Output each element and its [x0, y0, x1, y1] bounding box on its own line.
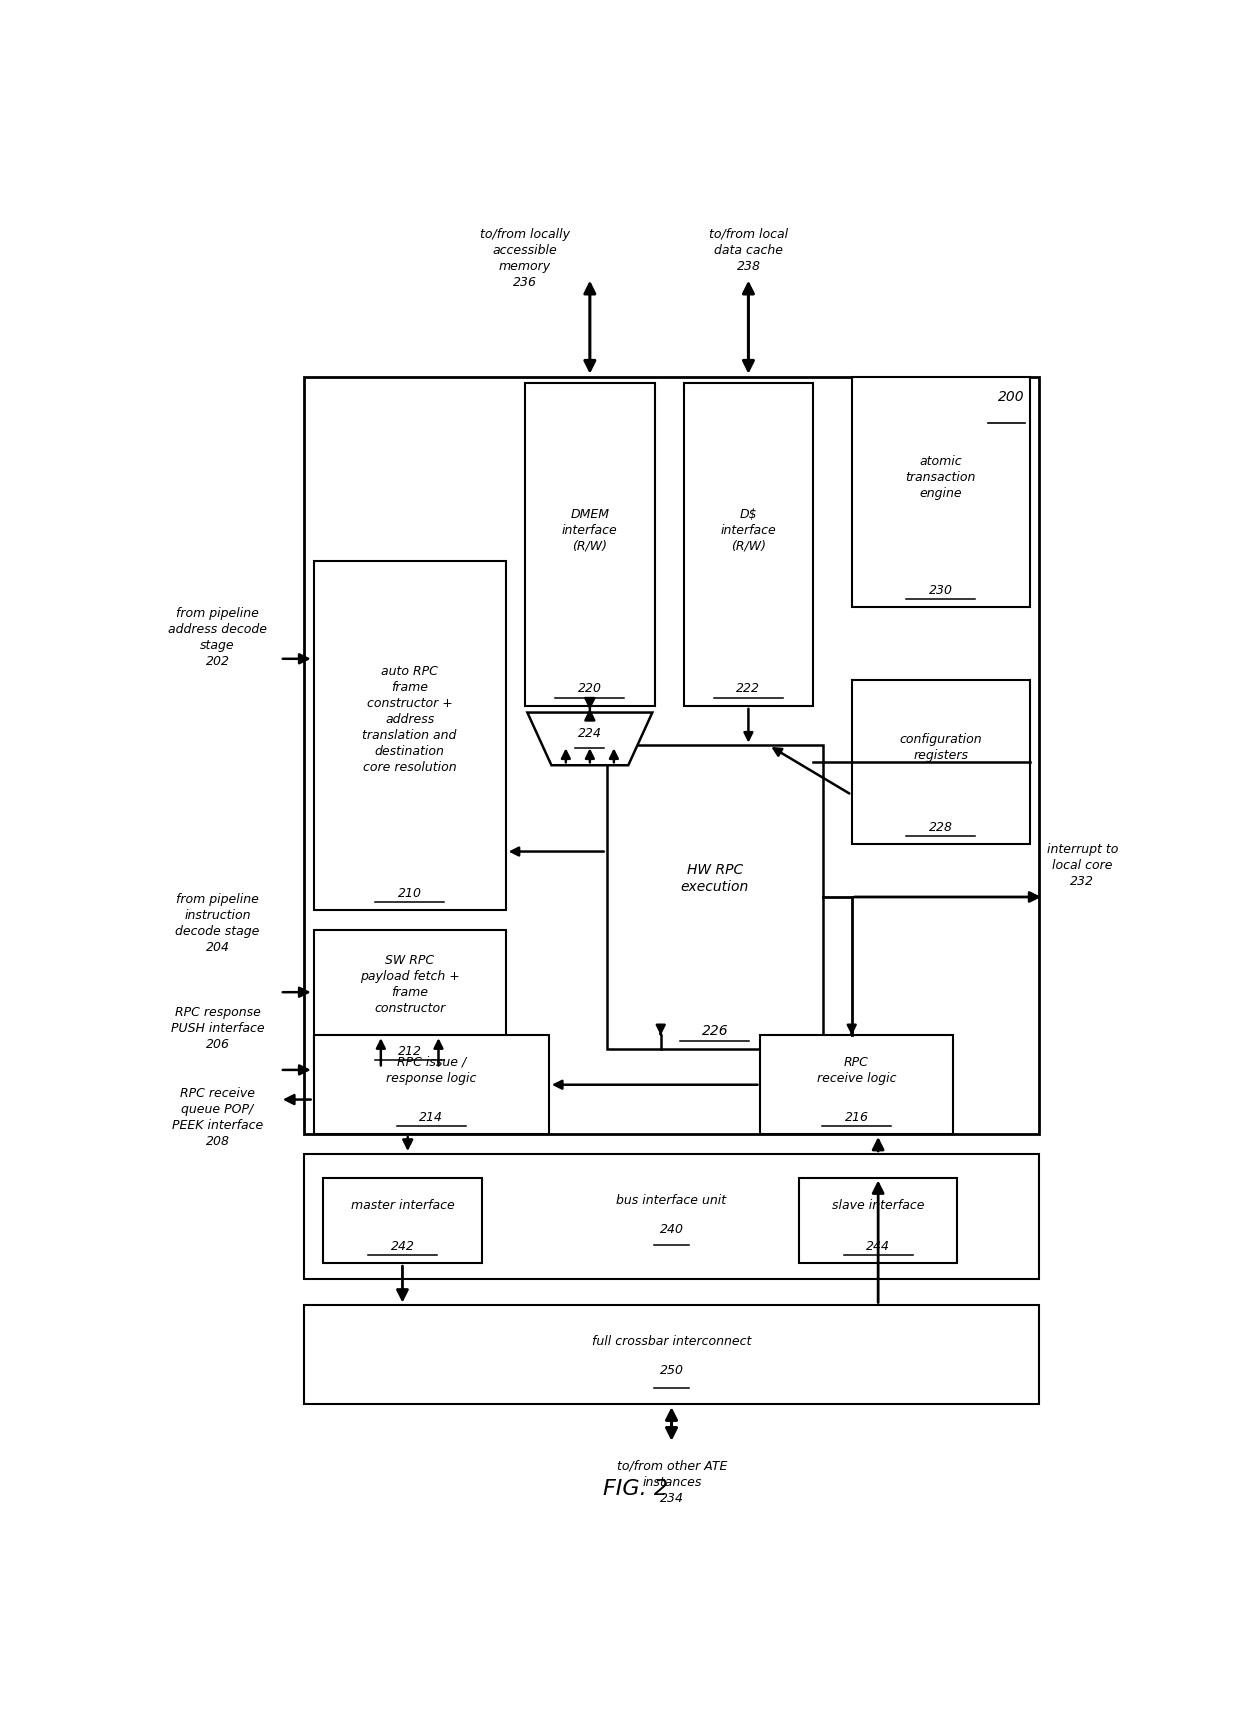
Text: auto RPC
frame
constructor +
address
translation and
destination
core resolution: auto RPC frame constructor + address tra… — [362, 664, 456, 773]
Text: 220: 220 — [578, 683, 601, 695]
Text: RPC receive
queue POP/
PEEK interface
208: RPC receive queue POP/ PEEK interface 20… — [172, 1086, 263, 1148]
Bar — [304, 1153, 1039, 1280]
Bar — [852, 679, 1029, 844]
Bar — [760, 1035, 952, 1134]
Text: RPC response
PUSH interface
206: RPC response PUSH interface 206 — [171, 1006, 264, 1051]
Text: 242: 242 — [391, 1240, 414, 1252]
Bar — [304, 376, 1039, 1134]
Text: bus interface unit: bus interface unit — [616, 1194, 727, 1208]
Text: 228: 228 — [929, 821, 952, 833]
Bar — [606, 746, 823, 1049]
Text: slave interface: slave interface — [832, 1199, 924, 1213]
Text: 212: 212 — [398, 1045, 422, 1057]
Bar — [799, 1177, 957, 1263]
Bar — [304, 1305, 1039, 1405]
Text: DMEM
interface
(R/W): DMEM interface (R/W) — [562, 508, 618, 553]
Text: full crossbar interconnect: full crossbar interconnect — [591, 1335, 751, 1348]
Text: to/from locally
accessible
memory
236: to/from locally accessible memory 236 — [480, 228, 570, 289]
Text: interrupt to
local core
232: interrupt to local core 232 — [1047, 844, 1118, 888]
Text: 210: 210 — [398, 886, 422, 900]
Text: 222: 222 — [737, 683, 760, 695]
Text: from pipeline
instruction
decode stage
204: from pipeline instruction decode stage 2… — [175, 893, 259, 953]
Text: RPC
receive logic: RPC receive logic — [817, 1056, 897, 1085]
Text: RPC issue /
response logic: RPC issue / response logic — [386, 1056, 476, 1085]
Text: 240: 240 — [660, 1223, 683, 1235]
Bar — [314, 561, 506, 910]
Bar — [324, 1177, 481, 1263]
Text: 200: 200 — [998, 390, 1024, 404]
Text: FIG. 2: FIG. 2 — [603, 1478, 668, 1499]
Text: 244: 244 — [867, 1240, 890, 1252]
Text: to/from local
data cache
238: to/from local data cache 238 — [709, 228, 789, 272]
Bar — [683, 383, 813, 707]
Text: 250: 250 — [660, 1364, 683, 1377]
Text: 230: 230 — [929, 583, 952, 597]
Text: 214: 214 — [419, 1110, 443, 1124]
Text: HW RPC
execution: HW RPC execution — [681, 862, 749, 895]
Bar — [852, 376, 1029, 607]
Text: D$
interface
(R/W): D$ interface (R/W) — [720, 508, 776, 553]
Bar — [314, 1035, 549, 1134]
Bar — [314, 931, 506, 1068]
Polygon shape — [527, 712, 652, 765]
Text: from pipeline
address decode
stage
202: from pipeline address decode stage 202 — [167, 607, 267, 667]
Text: master interface: master interface — [351, 1199, 454, 1213]
Text: configuration
registers: configuration registers — [899, 732, 982, 761]
Bar — [525, 383, 655, 707]
Text: to/from other ATE
instances
234: to/from other ATE instances 234 — [616, 1459, 727, 1504]
Text: 224: 224 — [578, 727, 601, 741]
Text: 216: 216 — [844, 1110, 868, 1124]
Text: atomic
transaction
engine: atomic transaction engine — [905, 455, 976, 500]
Text: SW RPC
payload fetch +
frame
constructor: SW RPC payload fetch + frame constructor — [360, 955, 460, 1015]
Text: 226: 226 — [702, 1023, 728, 1039]
